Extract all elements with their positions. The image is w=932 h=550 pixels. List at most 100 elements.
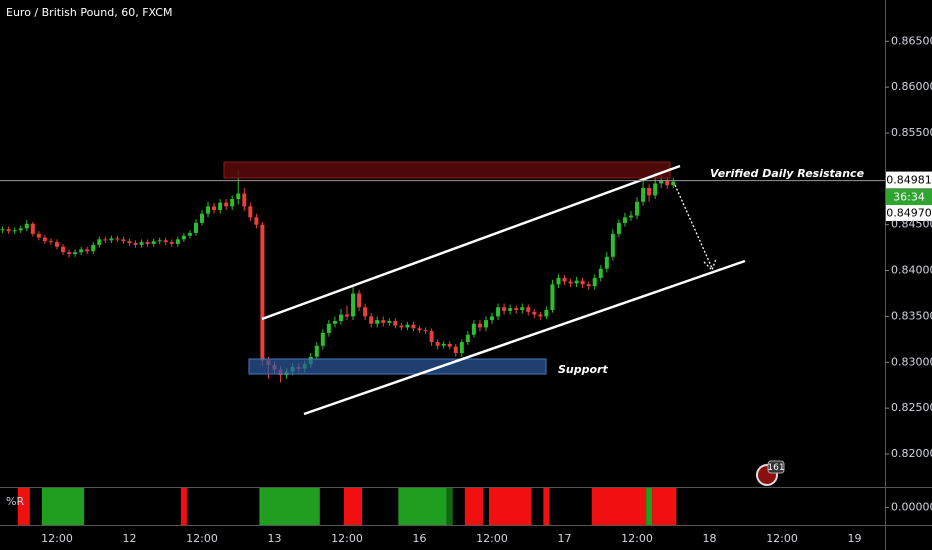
wr-segment: [41, 488, 85, 525]
wr-segment: [591, 488, 647, 525]
candle-body: [12, 230, 17, 232]
candle-body: [18, 228, 23, 231]
candle-body: [254, 217, 259, 225]
candle-body: [67, 252, 72, 255]
candle-body: [103, 239, 108, 241]
candle-body: [133, 243, 138, 245]
candle-body: [628, 215, 633, 218]
candle-body: [502, 307, 507, 311]
candle-body: [568, 281, 573, 284]
candle-body: [230, 199, 235, 207]
channel-upper: [261, 164, 681, 321]
wr-segment: [343, 488, 363, 525]
candle-body: [659, 180, 664, 184]
candle-body: [175, 239, 180, 244]
candle-body: [405, 324, 410, 328]
x-tick-label: 16: [413, 532, 427, 545]
candle-body: [604, 256, 609, 269]
candle-body: [351, 293, 356, 317]
candle-body: [0, 229, 5, 231]
candle-body: [169, 242, 174, 244]
indicator-label: %R: [6, 495, 24, 508]
y-tick-label: 0.86500: [891, 34, 932, 47]
x-tick-label: 13: [267, 532, 281, 545]
candle-body: [363, 307, 368, 317]
channel-lower: [303, 259, 746, 416]
candle-body: [635, 201, 640, 216]
candle-body: [532, 311, 537, 315]
projection-arrow: [674, 184, 713, 269]
x-tick-label: 12:00: [41, 532, 73, 545]
candle-body: [6, 229, 11, 232]
candle-body: [115, 238, 120, 240]
candle-body: [417, 328, 422, 331]
candle-body: [393, 320, 398, 326]
last-price-label: 0.84981: [886, 174, 932, 187]
last-price-box: [886, 171, 932, 189]
y-tick-label: 0.84000: [891, 264, 932, 277]
wr-segment: [398, 488, 447, 525]
candle-body: [48, 241, 53, 243]
candle-body: [641, 188, 646, 202]
candle-body: [193, 222, 198, 233]
candle-body: [598, 268, 603, 278]
candle-body: [592, 277, 597, 287]
candle-body: [526, 307, 531, 312]
x-tick-label: 12: [122, 532, 136, 545]
candle-body: [616, 222, 621, 234]
candle-body: [375, 320, 380, 324]
candle-body: [212, 206, 217, 211]
candle-body: [91, 244, 96, 252]
wr-segment: [17, 488, 30, 525]
y-tick-label: 0.83500: [891, 309, 932, 322]
x-tick-label: 12:00: [331, 532, 363, 545]
candle-body: [496, 307, 501, 317]
candle-body: [85, 249, 90, 252]
candle-body: [30, 223, 35, 234]
candle-body: [580, 280, 585, 285]
candle-body: [665, 180, 670, 186]
candle-body: [477, 323, 482, 328]
candle-body: [423, 330, 428, 332]
candle-body: [248, 206, 253, 218]
y-tick-label: 0.82500: [891, 401, 932, 414]
candle-body: [97, 239, 102, 245]
wr-segment: [446, 488, 453, 525]
candle-body: [24, 223, 29, 229]
badge: 161: [767, 463, 784, 473]
candle-body: [550, 284, 555, 310]
y-tick-label: 0.86000: [891, 80, 932, 93]
x-tick-label: 17: [558, 532, 572, 545]
wr-segment: [652, 488, 677, 525]
candle-body: [139, 242, 144, 245]
wr-segment: [488, 488, 532, 525]
candle-body: [151, 241, 156, 244]
candle-body: [387, 320, 392, 323]
candle-body: [187, 232, 192, 236]
support-label: Support: [558, 363, 608, 376]
x-tick-label: 12:00: [766, 532, 798, 545]
badge-box: [767, 460, 785, 474]
candle-body: [61, 246, 66, 253]
bid-box: [886, 205, 932, 221]
candle-body: [199, 213, 204, 223]
resistance-zone: [223, 161, 671, 179]
candle-body: [345, 314, 350, 317]
candle-body: [586, 284, 591, 287]
candle-body: [206, 206, 211, 214]
candle-body: [332, 320, 337, 324]
candle-body: [338, 314, 343, 321]
candle-body: [562, 277, 567, 282]
candle-body: [36, 233, 41, 238]
wr-segment: [259, 488, 320, 525]
wr-segment: [543, 488, 550, 525]
candle-body: [471, 323, 476, 335]
candle-body: [435, 342, 440, 346]
candle-body: [260, 224, 265, 361]
candle-body: [121, 239, 126, 242]
candle-body: [574, 280, 579, 284]
candle-body: [671, 181, 676, 186]
